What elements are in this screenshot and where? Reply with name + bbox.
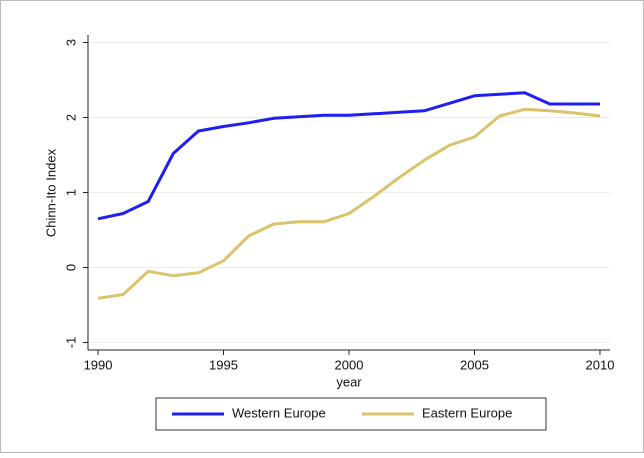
x-tick-label: 2010 [586, 357, 615, 372]
legend-label: Western Europe [232, 405, 326, 420]
y-tick-label: 2 [63, 114, 78, 121]
x-tick-label: 1990 [84, 357, 113, 372]
y-tick-label: 0 [63, 264, 78, 271]
x-axis-title: year [336, 374, 362, 389]
x-tick-label: 2000 [335, 357, 364, 372]
series-line [97, 107, 601, 300]
x-tick-label: 2005 [460, 357, 489, 372]
y-tick-label: -1 [63, 337, 78, 349]
y-tick-label: 3 [63, 39, 78, 46]
legend-label: Eastern Europe [422, 405, 512, 420]
series-line [97, 91, 600, 221]
y-axis-title: Chinn-Ito Index [43, 148, 58, 237]
x-tick-label: 1995 [209, 357, 238, 372]
y-tick-label: 1 [63, 189, 78, 196]
